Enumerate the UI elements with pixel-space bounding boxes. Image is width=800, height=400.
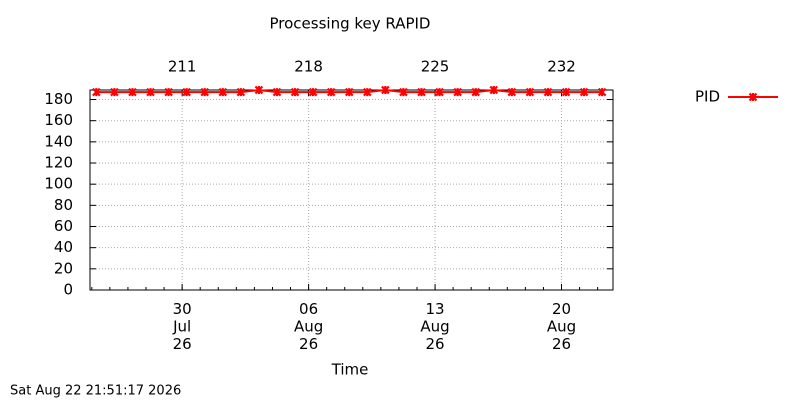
marker bbox=[236, 87, 246, 97]
marker bbox=[381, 85, 390, 95]
y-tick-label: 120 bbox=[44, 154, 73, 172]
x2-tick-label: 225 bbox=[421, 58, 450, 76]
marker bbox=[471, 87, 480, 97]
marker bbox=[417, 87, 426, 97]
timestamp: Sat Aug 22 21:51:17 2026 bbox=[10, 384, 181, 399]
marker bbox=[326, 87, 336, 97]
marker bbox=[290, 87, 300, 97]
marker bbox=[489, 85, 499, 95]
marker bbox=[110, 87, 119, 97]
marker bbox=[254, 85, 264, 95]
x2-tick-label: 232 bbox=[547, 58, 576, 76]
marker bbox=[218, 87, 228, 97]
marker bbox=[525, 87, 535, 97]
marker bbox=[597, 87, 607, 97]
x-tick-label: 30 Jul 26 bbox=[172, 300, 192, 353]
y-tick-label: 20 bbox=[54, 259, 73, 277]
y-tick-label: 180 bbox=[44, 90, 73, 108]
chart-title: Processing key RAPID bbox=[270, 15, 431, 33]
y-tick-label: 0 bbox=[63, 281, 73, 299]
marker bbox=[92, 87, 101, 97]
marker bbox=[579, 87, 589, 97]
plot-frame bbox=[89, 89, 614, 291]
x-axis-label: Time bbox=[331, 361, 369, 379]
y-tick-label: 60 bbox=[54, 217, 73, 235]
marker bbox=[435, 87, 444, 97]
x2-tick-label: 211 bbox=[168, 58, 197, 76]
marker bbox=[308, 87, 318, 97]
marker bbox=[543, 87, 553, 97]
marker bbox=[399, 87, 408, 97]
y-tick-label: 40 bbox=[54, 238, 73, 256]
x-tick-label: 13 Aug 26 bbox=[420, 300, 449, 353]
marker bbox=[200, 87, 209, 97]
marker bbox=[182, 87, 191, 97]
x-tick-label: 06 Aug 26 bbox=[294, 300, 323, 353]
legend-label: PID bbox=[695, 88, 720, 106]
marker bbox=[128, 87, 137, 97]
y-tick-label: 80 bbox=[54, 196, 73, 214]
marker bbox=[507, 87, 517, 97]
y-tick-label: 100 bbox=[44, 175, 73, 193]
marker bbox=[561, 87, 571, 97]
marker bbox=[272, 87, 282, 97]
marker bbox=[363, 87, 372, 97]
y-tick-label: 160 bbox=[44, 111, 73, 129]
marker bbox=[146, 87, 155, 97]
x-tick-label: 20 Aug 26 bbox=[547, 300, 576, 353]
legend-marker bbox=[748, 92, 758, 102]
marker bbox=[344, 87, 354, 97]
y-tick-label: 140 bbox=[44, 132, 73, 150]
x2-tick-label: 218 bbox=[294, 58, 323, 76]
marker bbox=[453, 87, 462, 97]
marker bbox=[164, 87, 173, 97]
